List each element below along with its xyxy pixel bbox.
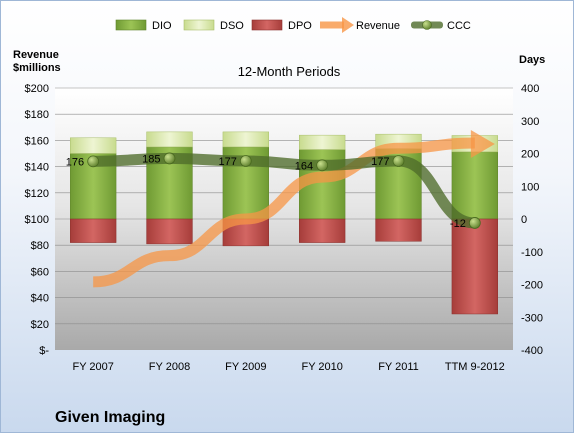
dso-bar [146,131,193,148]
ccc-point [239,155,252,167]
legend-label-dso: DSO [220,20,244,32]
legend-label-dpo: DPO [288,20,312,32]
legend-label-revenue: Revenue [356,20,400,32]
right-tick-label: -300 [521,312,543,324]
right-tick-label: 0 [521,214,527,226]
ccc-data-label: 164 [295,160,313,172]
revenue-series [92,130,495,288]
legend-swatch-dio [115,19,147,31]
right-tick-label: 400 [521,83,539,95]
right-tick-label: 100 [521,181,539,193]
legend-label-dio: DIO [152,20,172,32]
left-tick-label: $100 [25,214,49,226]
ccc-data-label: -12 [450,218,466,230]
ccc-data-label: 177 [218,156,236,168]
left-tick-label: $200 [25,83,49,95]
right-tick-label: 200 [521,149,539,161]
legend-swatch-dpo [251,19,283,31]
dpo-bar [375,218,422,242]
left-axis-label-units: $millions [13,62,61,74]
ccc-point [468,217,481,229]
dpo-bar [146,218,193,245]
ccc-data-label: 185 [142,153,160,165]
left-tick-label: $80 [31,240,49,252]
x-tick-label: FY 2008 [149,361,190,373]
right-axis-ticks: -400 -300 -200 -100 0 100 200 300 400 [521,83,543,357]
x-tick-label: FY 2011 [378,361,419,373]
x-tick-label: FY 2009 [225,361,266,373]
dpo-bar [70,218,117,243]
ccc-point [392,155,405,167]
x-tick-label: FY 2007 [72,361,113,373]
right-tick-label: 300 [521,116,539,128]
legend-swatch-revenue [320,21,344,29]
left-tick-label: $180 [25,109,49,121]
ccc-series: 176 185 177 164 177 -12 [66,152,481,230]
left-tick-label: $120 [25,188,49,200]
x-axis-ticks: FY 2007 FY 2008 FY 2009 FY 2010 FY 2011 TTM 9… [72,361,504,373]
right-tick-label: -200 [521,280,543,292]
company-name: Given Imaging [55,409,165,426]
left-tick-label: $160 [25,135,49,147]
left-axis-ticks: $- $20 $40 $60 $80 $100 $120 $140 $160 $180 $200 [25,83,50,357]
ccc-point [163,152,176,165]
dio-bar [451,151,498,220]
ccc-data-label: 177 [371,156,389,168]
x-tick-label: FY 2010 [301,361,342,373]
left-tick-label: $20 [31,319,49,331]
chart-legend: DIO DSO DPO Revenue CCC [115,17,471,33]
dso-bar [299,134,346,150]
legend-swatch-revenue-head [342,17,354,33]
right-tick-label: -400 [521,345,543,357]
ccc-point [316,159,329,172]
legend-swatch-dso [183,19,215,31]
legend-label-ccc: CCC [447,20,471,32]
ccc-data-label: 176 [66,156,84,168]
dso-bar [70,137,117,154]
dso-bar [222,131,269,148]
legend-swatch-ccc-dot [422,20,432,30]
left-axis-label: Revenue [13,49,59,61]
left-tick-label: $60 [31,266,49,278]
revenue-arrowhead [470,130,495,159]
left-tick-label: $140 [25,162,49,174]
chart-title: 12-Month Periods [238,64,341,79]
dpo-bar [451,218,498,315]
ccc-point [87,155,100,168]
x-tick-label: TTM 9-2012 [445,361,505,373]
dpo-bar [299,218,346,243]
left-tick-label: $- [39,345,49,357]
right-axis-label: Days [519,54,545,66]
left-tick-label: $40 [31,293,49,305]
revenue-line [92,137,475,288]
right-tick-label: -100 [521,247,543,259]
